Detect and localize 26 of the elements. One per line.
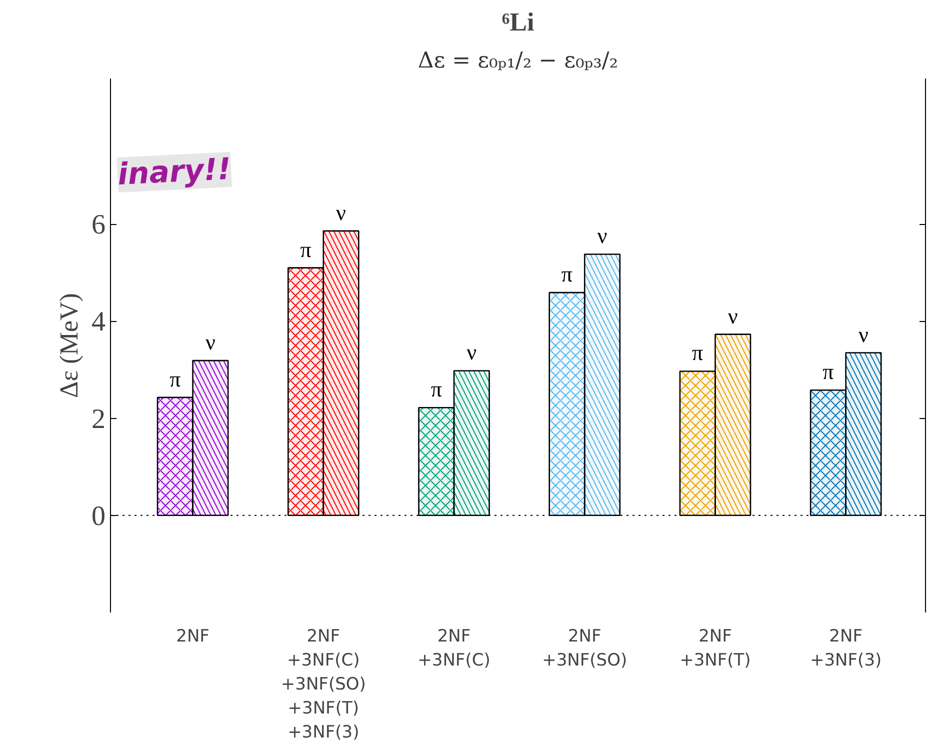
text: ν: [336, 200, 346, 225]
text: ν: [597, 223, 608, 248]
annotation: inary!!: [116, 152, 232, 192]
chart-subtitle: Δε = ε₀ₚ₁/₂ − ε₀ₚ₃/₂: [418, 48, 618, 74]
x-tick-label: 2NF +3NF(3): [810, 626, 882, 670]
chart-title: ⁶Li: [502, 8, 534, 36]
series-label: ν: [205, 330, 216, 355]
series-label: π: [170, 366, 181, 392]
y-axis-title: Δε (MeV): [54, 293, 84, 398]
x-tick-label: 2NF: [176, 626, 210, 646]
text: ν: [858, 322, 868, 347]
y-tick-label: 6: [92, 210, 106, 241]
text: π: [561, 262, 573, 287]
x-tick-label: 2NF +3NF(C): [418, 626, 490, 670]
x-tick-label: 2NF +3NF(T): [680, 626, 751, 670]
y-tick-label: 4: [92, 306, 106, 338]
text: ν: [466, 340, 477, 365]
y-tick-label: 2: [92, 404, 106, 435]
text: π: [430, 376, 442, 402]
text: π: [822, 359, 834, 384]
text: π: [692, 340, 704, 366]
x-tick-label: 2NF +3NF(SO): [542, 626, 628, 670]
text: ν: [728, 303, 738, 328]
text: π: [300, 236, 312, 262]
x-tick-label: 2NF +3NF(C) +3NF(SO) +3NF(T) +3NF(3): [280, 626, 366, 742]
y-tick-label: 0: [92, 500, 106, 532]
